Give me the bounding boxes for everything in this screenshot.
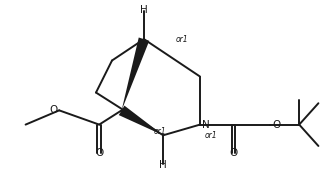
Polygon shape [119,106,163,135]
Text: or1: or1 [205,131,217,140]
Text: N: N [202,120,210,130]
Text: O: O [95,148,103,158]
Polygon shape [122,38,149,110]
Text: H: H [159,160,167,170]
Text: or1: or1 [176,35,188,44]
Text: or1: or1 [154,127,166,136]
Text: O: O [49,105,57,115]
Text: O: O [229,148,238,158]
Text: H: H [140,5,148,15]
Text: O: O [272,120,281,130]
